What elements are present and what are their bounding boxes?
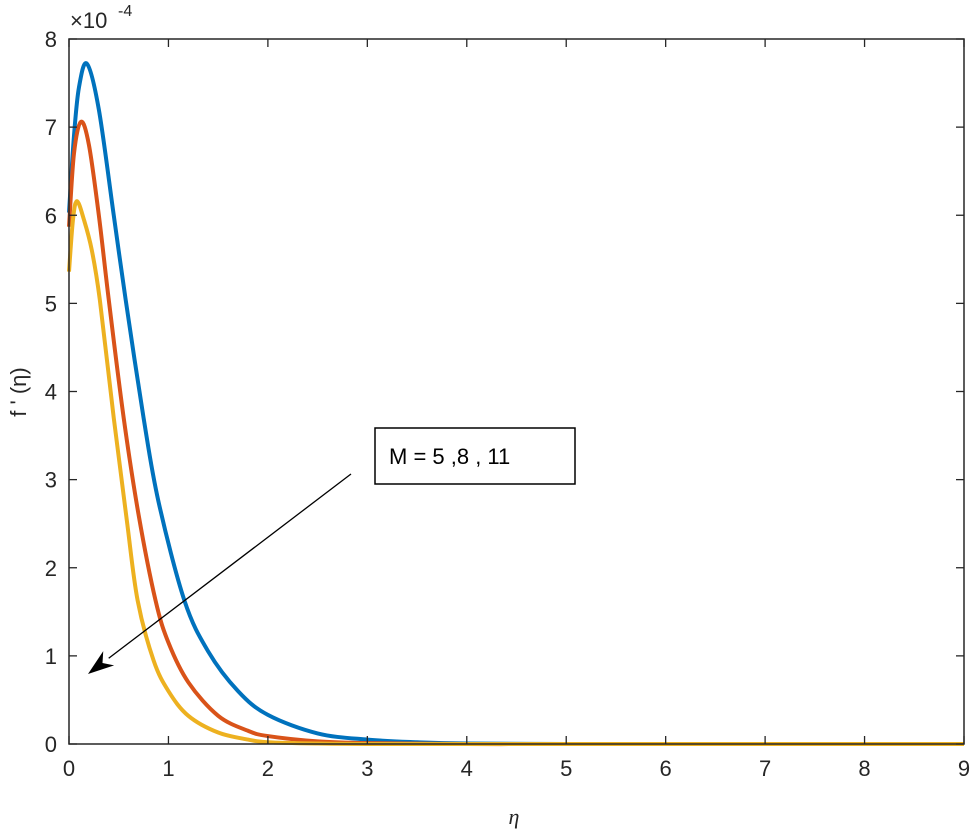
x-tick-label: 0 bbox=[63, 756, 75, 781]
x-tick-label: 8 bbox=[858, 756, 870, 781]
annotation-box bbox=[374, 427, 576, 485]
arrow-icon bbox=[108, 473, 352, 659]
series-line-1 bbox=[67, 61, 964, 747]
x-tick-label: 4 bbox=[461, 756, 473, 781]
annotation: M = 5 ,8 , 11 bbox=[88, 427, 576, 674]
arrowhead-icon bbox=[88, 651, 115, 674]
x-tick-label: 5 bbox=[560, 756, 572, 781]
y-exponent-label: ×10 -4 bbox=[70, 3, 132, 33]
x-tick-label: 1 bbox=[162, 756, 174, 781]
axes: 0 1 2 3 4 5 6 7 8 9 0 1 2 3 4 5 6 7 8 bbox=[45, 27, 970, 781]
y-tick-label: 3 bbox=[45, 468, 57, 493]
x-axis-label: η bbox=[509, 804, 520, 829]
x-tick-label: 3 bbox=[361, 756, 373, 781]
y-tick-label: 2 bbox=[45, 556, 57, 581]
annotation-text: M = 5 ,8 , 11 bbox=[389, 444, 510, 469]
data-series-group bbox=[67, 61, 964, 747]
y-axis-label: f ' (η) bbox=[6, 367, 31, 416]
x-tick-label: 9 bbox=[958, 756, 970, 781]
y-tick-label: 4 bbox=[45, 380, 57, 405]
y-tick-label: 5 bbox=[45, 291, 57, 316]
y-exponent-power: -4 bbox=[118, 3, 132, 20]
y-exponent-base: ×10 bbox=[70, 8, 107, 33]
x-tick-label: 2 bbox=[262, 756, 274, 781]
y-tick-label: 6 bbox=[45, 203, 57, 228]
axes-box bbox=[68, 38, 965, 745]
y-tick-label: 8 bbox=[45, 27, 57, 52]
x-tick-label: 6 bbox=[660, 756, 672, 781]
y-tick-label: 1 bbox=[45, 644, 57, 669]
y-tick-label: 0 bbox=[45, 732, 57, 757]
x-tick-label: 7 bbox=[759, 756, 771, 781]
y-tick-label: 7 bbox=[45, 115, 57, 140]
